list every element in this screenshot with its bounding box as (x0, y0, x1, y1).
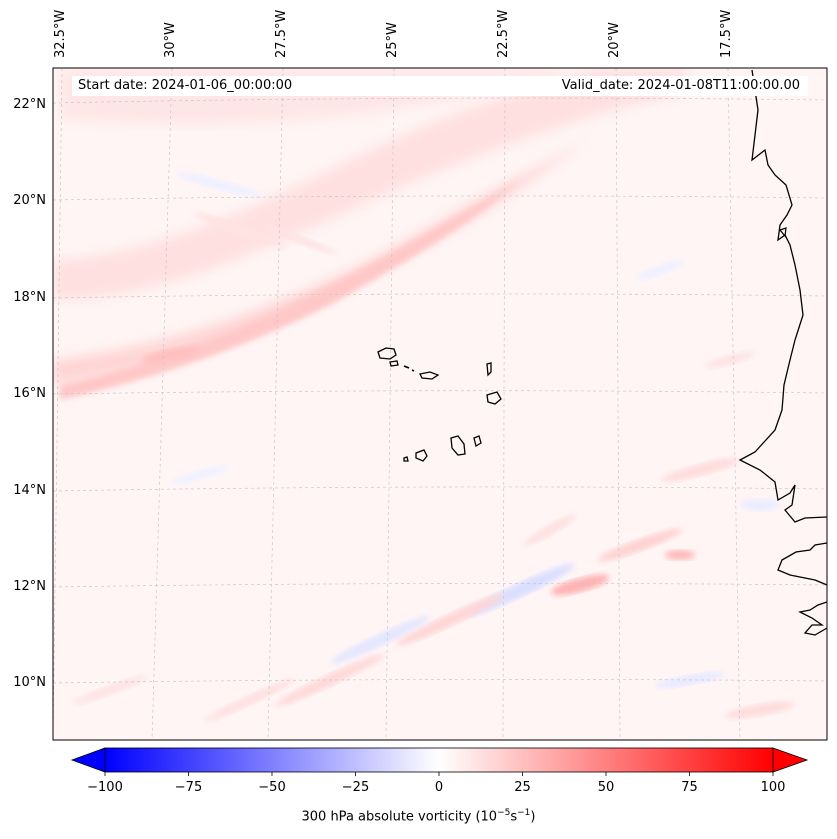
colorbar (70, 747, 809, 776)
colorbar-label: 300 hPa absolute vorticity (10−5s−1) (301, 808, 536, 825)
jet-band-inner (53, 140, 590, 385)
lat-label-14n: 14°N (13, 483, 46, 498)
colorbar-tick: 75 (681, 780, 698, 795)
lon-label-25w: 25°W (385, 22, 400, 58)
lat-label-16n: 16°N (13, 386, 46, 401)
colorbar-extend-low (70, 747, 106, 773)
lat-label-18n: 18°N (13, 290, 46, 305)
colorbar-body (104, 747, 774, 773)
valid-date: Valid_date: 2024-01-08T11:00:00.00 (561, 78, 800, 93)
start-date: Start date: 2024-01-06_00:00:00 (78, 78, 293, 93)
colorbar-tick: 100 (760, 780, 786, 795)
lon-label-17-5w: 17.5°W (719, 9, 734, 58)
lon-label-27-5w: 27.5°W (274, 9, 289, 58)
colorbar-tick: −75 (174, 780, 203, 795)
jet-band-core (60, 180, 520, 400)
map-frame (52, 67, 828, 741)
colorbar-tick: −25 (341, 780, 370, 795)
gridlines (53, 68, 827, 740)
lat-label-10n: 10°N (13, 675, 46, 690)
date-header: Start date: 2024-01-06_00:00:00 Valid_da… (72, 76, 808, 96)
africa-coastline (738, 69, 827, 636)
lon-label-22-5w: 22.5°W (496, 9, 511, 58)
jet-band-outer (53, 68, 690, 300)
colorbar-extend-high (772, 747, 809, 773)
colorbar-tick: −50 (258, 780, 286, 795)
colorbar-tick: 25 (514, 780, 531, 795)
colorbar-tick: 0 (434, 780, 444, 795)
lon-label-32-5w: 32.5°W (53, 9, 68, 58)
lat-label-22n: 22°N (13, 97, 46, 112)
colorbar-tick: −100 (87, 780, 123, 795)
colorbar-tick: 50 (597, 780, 615, 795)
lat-label-12n: 12°N (13, 579, 46, 594)
lat-label-20n: 20°N (13, 193, 46, 208)
lon-label-20w: 20°W (607, 22, 622, 58)
lon-label-30w: 30°W (163, 22, 178, 58)
cape-verde-islands (377, 347, 502, 462)
